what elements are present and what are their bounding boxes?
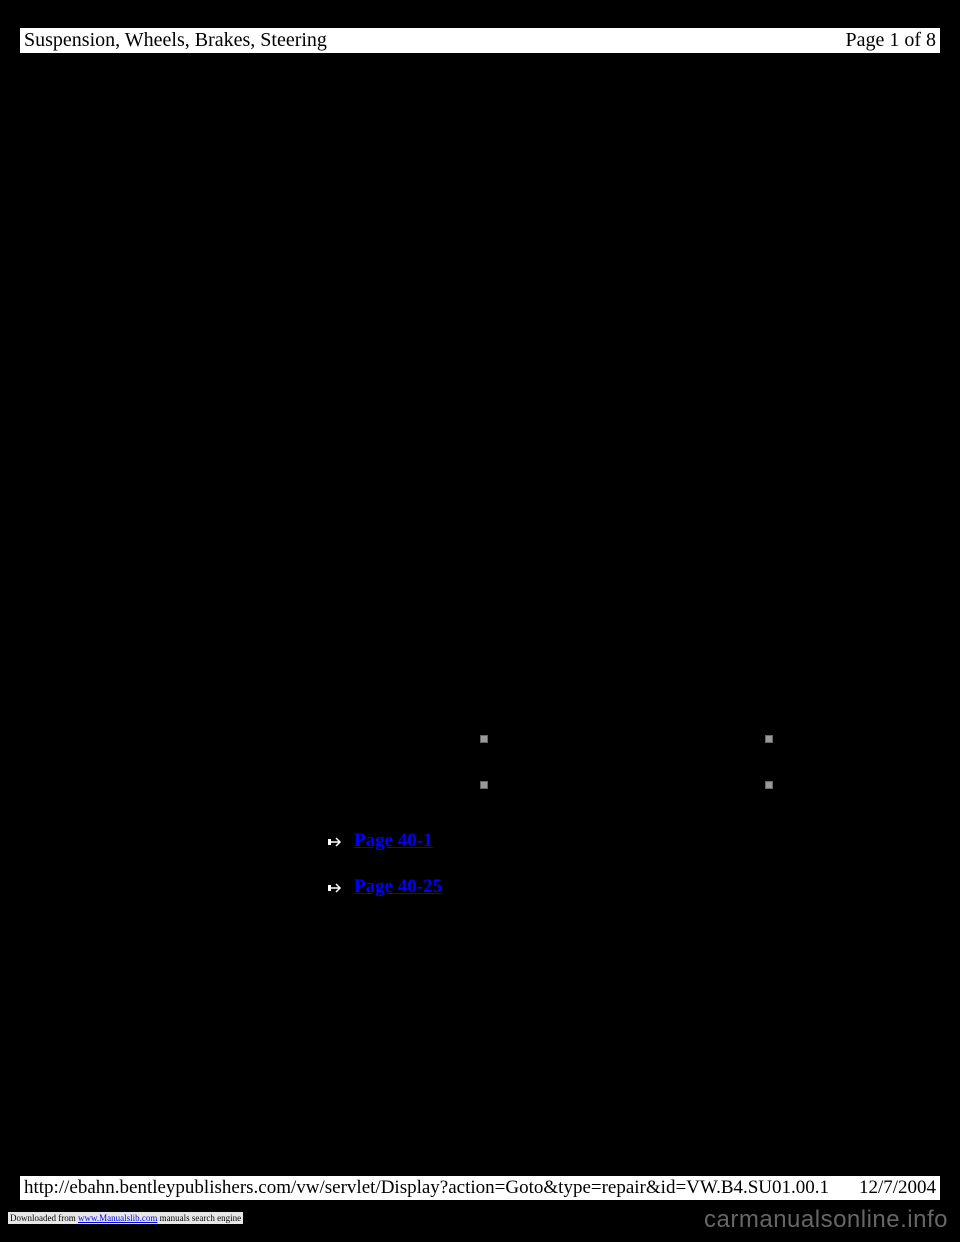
page-links-section: Page 40-1 Page 40-25 (328, 830, 442, 922)
image-marker-icon (480, 781, 492, 793)
image-marker-icon (765, 735, 777, 747)
link-row: Page 40-1 (328, 830, 442, 852)
page-footer: http://ebahn.bentleypublishers.com/vw/se… (20, 1175, 940, 1200)
image-marker-icon (765, 781, 777, 793)
manualslib-link[interactable]: www.Manualslib.com (78, 1213, 157, 1223)
download-source-footer: Downloaded from www.Manualslib.com manua… (8, 1212, 243, 1224)
page-indicator: Page 1 of 8 (845, 29, 936, 52)
download-suffix: manuals search engine (157, 1213, 241, 1223)
image-marker-icon (480, 735, 492, 747)
page-link-40-25[interactable]: Page 40-25 (354, 876, 442, 898)
arrow-icon (328, 881, 346, 893)
link-row: Page 40-25 (328, 876, 442, 898)
download-prefix: Downloaded from (10, 1213, 78, 1223)
footer-date: 12/7/2004 (859, 1177, 936, 1199)
page-header: Suspension, Wheels, Brakes, Steering Pag… (20, 28, 940, 53)
watermark-text: carmanualsonline.info (704, 1206, 948, 1234)
header-title: Suspension, Wheels, Brakes, Steering (24, 29, 327, 52)
arrow-icon (328, 835, 346, 847)
footer-url: http://ebahn.bentleypublishers.com/vw/se… (24, 1177, 829, 1199)
page-link-40-1[interactable]: Page 40-1 (354, 830, 433, 852)
